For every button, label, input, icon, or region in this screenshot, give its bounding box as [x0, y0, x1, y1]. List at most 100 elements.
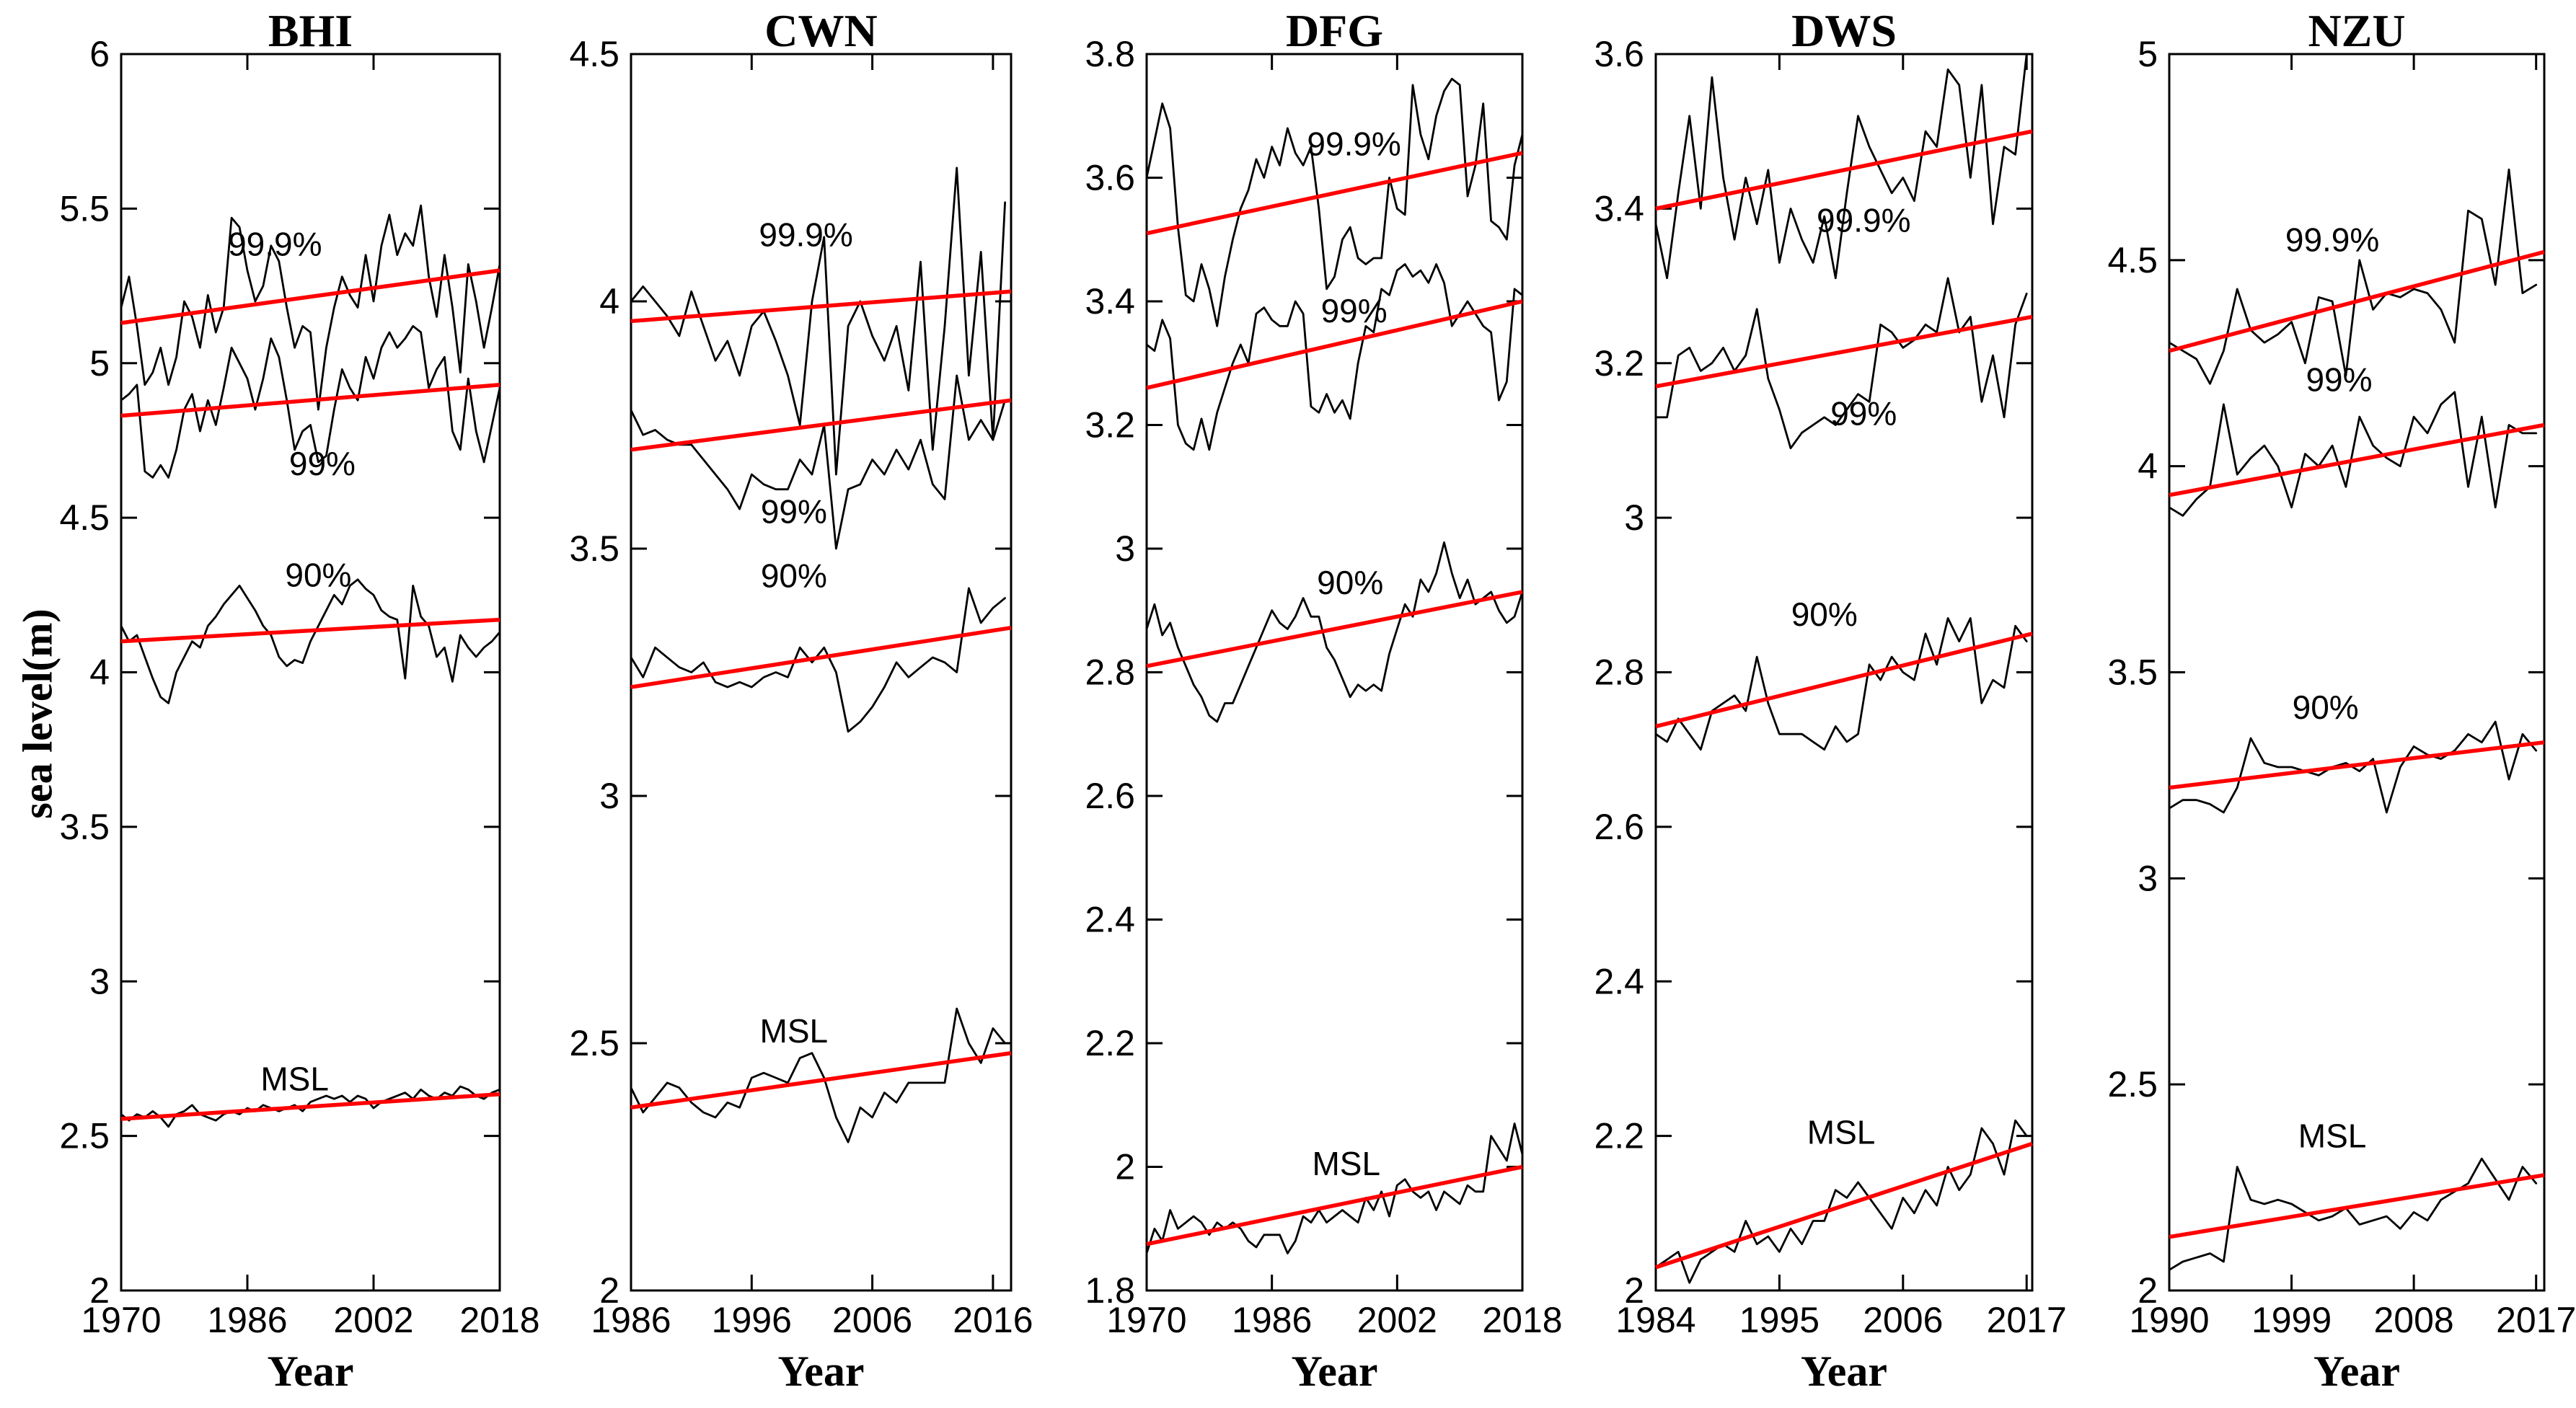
series-label-bhi-90%: 90%	[285, 556, 351, 593]
xtick-label-dfg: 2018	[1482, 1300, 1562, 1340]
trend-line-nzu-90%	[2169, 740, 2545, 790]
x-axis-label-bhi: Year	[267, 1347, 354, 1395]
curve-cwn-90%	[630, 587, 1006, 733]
series-label-nzu-MSL: MSL	[2298, 1117, 2367, 1155]
series-label-bhi-99%: 99%	[289, 445, 356, 482]
series-label-cwn-90%: 90%	[761, 557, 827, 595]
series-label-dfg-99%: 99%	[1321, 292, 1388, 329]
series-label-cwn-MSL: MSL	[760, 1012, 829, 1050]
series-label-dfg-MSL: MSL	[1312, 1145, 1380, 1182]
xtick-label-cwn: 1986	[591, 1300, 671, 1340]
trend-line-nzu-MSL	[2169, 1173, 2545, 1239]
curve-bhi-90%	[120, 578, 501, 704]
ytick-label-bhi: 2.5	[59, 1116, 110, 1156]
ytick-label-cwn: 3.5	[569, 528, 619, 569]
series-label-dws-90%: 90%	[1791, 595, 1858, 633]
series-label-cwn-99%: 99%	[761, 493, 827, 531]
xtick-label-bhi: 2018	[459, 1300, 539, 1340]
x-axis-label-dws: Year	[1801, 1347, 1887, 1395]
trend-line-dws-99%	[1655, 314, 2033, 389]
trend-line-bhi-MSL	[120, 1092, 500, 1121]
xtick-label-dfg: 1986	[1232, 1300, 1312, 1340]
xtick-label-nzu: 1990	[2129, 1300, 2209, 1340]
plot-box-dws	[1654, 53, 2034, 1292]
ytick-label-nzu: 3.5	[2107, 652, 2158, 693]
panel-title-cwn: CWN	[764, 5, 878, 56]
ytick-label-nzu: 2	[2138, 1270, 2158, 1311]
ytick-label-nzu: 4	[2138, 446, 2158, 487]
ytick-label-dfg: 3.6	[1085, 158, 1135, 198]
ytick-label-cwn: 2.5	[569, 1023, 619, 1063]
ytick-label-bhi: 2	[89, 1270, 110, 1311]
series-label-dws-99%: 99%	[1830, 394, 1897, 432]
ytick-label-dfg: 3	[1115, 528, 1135, 569]
trend-line-cwn-99%	[630, 398, 1012, 452]
curve-nzu-99.9%	[2168, 168, 2538, 385]
xtick-label-cwn: 2006	[832, 1300, 912, 1340]
series-label-nzu-90%: 90%	[2293, 688, 2359, 726]
curve-dws-99%	[1654, 277, 2028, 450]
trend-line-bhi-99%	[120, 383, 500, 418]
panel-title-dws: DWS	[1791, 5, 1897, 56]
curve-dfg-99.9%	[1145, 77, 1524, 327]
xtick-label-dws: 2017	[1987, 1300, 2067, 1340]
ytick-label-nzu: 5	[2138, 34, 2158, 74]
ytick-label-dfg: 2.2	[1085, 1023, 1135, 1063]
curve-cwn-99.9%	[630, 167, 1006, 476]
series-label-dws-99.9%: 99.9%	[1817, 201, 1910, 239]
series-label-nzu-99%: 99%	[2306, 361, 2372, 399]
ytick-label-dws: 2.6	[1594, 807, 1644, 847]
plot-box-cwn	[630, 53, 1013, 1292]
series-label-dfg-99.9%: 99.9%	[1307, 125, 1401, 162]
ytick-label-dws: 3.4	[1594, 188, 1644, 229]
xtick-label-dws: 1995	[1739, 1300, 1819, 1340]
x-axis-label-dfg: Year	[1291, 1347, 1378, 1395]
ytick-label-cwn: 2	[599, 1270, 619, 1311]
xtick-label-bhi: 1970	[81, 1300, 161, 1340]
curve-dfg-90%	[1145, 541, 1524, 723]
ytick-label-dfg: 2	[1115, 1147, 1135, 1187]
ytick-label-nzu: 3	[2138, 858, 2158, 898]
xtick-label-dws: 2006	[1863, 1300, 1943, 1340]
ytick-label-dws: 2.2	[1594, 1116, 1644, 1156]
x-axis-label-nzu: Year	[2313, 1347, 2400, 1395]
ytick-label-cwn: 3	[599, 776, 619, 816]
curve-cwn-MSL	[630, 1007, 1006, 1143]
curve-dfg-MSL	[1145, 1123, 1524, 1254]
series-label-cwn-99.9%: 99.9%	[759, 216, 852, 253]
trend-line-dfg-99.9%	[1146, 151, 1523, 236]
trend-line-nzu-99.9%	[2169, 249, 2545, 353]
ytick-label-cwn: 4	[599, 281, 619, 322]
xtick-label-nzu: 2008	[2374, 1300, 2454, 1340]
ytick-label-nzu: 4.5	[2107, 240, 2158, 280]
ytick-label-nzu: 2.5	[2107, 1064, 2158, 1104]
ytick-label-bhi: 6	[89, 34, 110, 74]
ytick-label-dws: 3	[1624, 497, 1644, 538]
curve-dws-99.9%	[1654, 53, 2028, 280]
xtick-label-cwn: 2016	[953, 1300, 1033, 1340]
ytick-label-dfg: 3.4	[1085, 281, 1135, 322]
ytick-label-dfg: 3.2	[1085, 405, 1135, 446]
trend-line-nzu-99%	[2169, 422, 2545, 497]
xtick-label-bhi: 1986	[207, 1300, 287, 1340]
ytick-label-cwn: 4.5	[569, 34, 619, 74]
ytick-label-dws: 3.6	[1594, 34, 1644, 74]
trend-line-dfg-99%	[1146, 299, 1523, 390]
ytick-label-dfg: 1.8	[1085, 1270, 1135, 1311]
xtick-label-bhi: 2002	[333, 1300, 413, 1340]
trend-line-dws-MSL	[1655, 1141, 2033, 1270]
series-label-dfg-90%: 90%	[1317, 564, 1383, 601]
series-label-nzu-99.9%: 99.9%	[2285, 221, 2379, 258]
xtick-label-nzu: 1999	[2251, 1300, 2332, 1340]
trend-line-cwn-90%	[630, 626, 1012, 689]
ytick-label-bhi: 4	[89, 652, 110, 693]
trend-line-dws-90%	[1655, 632, 2033, 729]
ytick-label-bhi: 5.5	[59, 188, 110, 229]
ytick-label-dws: 2.4	[1594, 961, 1644, 1001]
panel-title-dfg: DFG	[1285, 5, 1384, 56]
trend-line-dfg-MSL	[1146, 1164, 1523, 1247]
ytick-label-dfg: 2.8	[1085, 652, 1135, 693]
curve-nzu-MSL	[2168, 1157, 2538, 1271]
